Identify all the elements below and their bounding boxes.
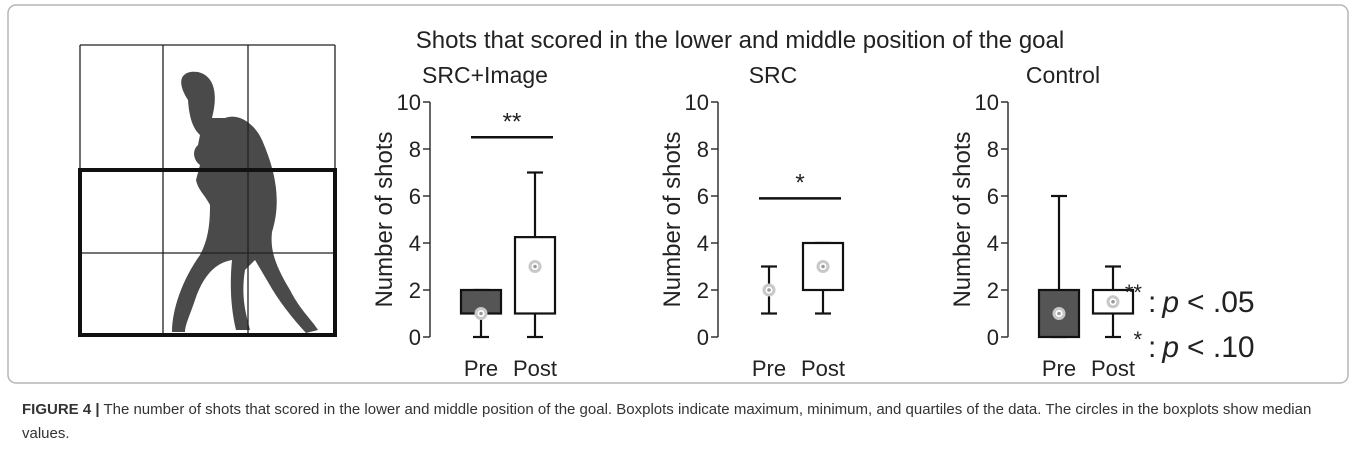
y-tick-label: 6 xyxy=(697,184,709,209)
box xyxy=(513,236,557,315)
y-tick-label: 2 xyxy=(409,278,421,303)
caption-text: The number of shots that scored in the l… xyxy=(22,401,1312,442)
x-tick-label: Post xyxy=(1091,356,1135,381)
median-dot xyxy=(1057,311,1061,316)
y-tick-label: 0 xyxy=(409,325,421,350)
figure-frame xyxy=(7,4,1349,384)
significance-label: ** xyxy=(503,108,522,135)
goal-illustration xyxy=(78,44,337,337)
target-zone xyxy=(78,168,337,337)
y-tick-label: 10 xyxy=(397,90,421,115)
legend-item: *: p < .10 xyxy=(1133,327,1254,364)
y-tick-label: 8 xyxy=(697,137,709,162)
y-tick-label: 0 xyxy=(697,325,709,350)
legend-condition: < .05 xyxy=(1187,286,1255,319)
y-tick-label: 0 xyxy=(987,325,999,350)
legend-separator: : xyxy=(1148,286,1156,319)
y-axis-label: Number of shots xyxy=(949,131,976,307)
median-marker xyxy=(1052,307,1066,320)
median-marker xyxy=(528,260,542,273)
legend-variable: p xyxy=(1161,331,1179,364)
significance-label: * xyxy=(795,169,804,196)
x-tick-label: Post xyxy=(513,356,557,381)
figure: Shots that scored in the lower and middl… xyxy=(7,4,1349,384)
legend-condition: < .10 xyxy=(1187,331,1255,364)
y-tick-label: 8 xyxy=(409,137,421,162)
legend-text: : p < .10 xyxy=(1148,331,1255,364)
y-tick-label: 4 xyxy=(409,231,421,256)
median-dot xyxy=(533,264,537,269)
median-marker xyxy=(474,307,488,320)
median-marker xyxy=(816,260,830,273)
y-tick-label: 6 xyxy=(987,184,999,209)
panel-title: SRC xyxy=(749,62,798,88)
player-silhouette xyxy=(172,71,318,333)
median-dot xyxy=(1111,299,1115,304)
x-tick-label: Pre xyxy=(464,356,498,381)
caption: FIGURE 4 | The number of shots that scor… xyxy=(22,398,1332,446)
legend-separator: : xyxy=(1148,331,1156,364)
x-tick-label: Post xyxy=(801,356,845,381)
x-tick-label: Pre xyxy=(1042,356,1076,381)
median-marker xyxy=(762,283,776,297)
y-tick-label: 2 xyxy=(697,278,709,303)
median-dot xyxy=(821,264,825,269)
legend-item: **: p < .05 xyxy=(1125,280,1255,319)
panel-title: Control xyxy=(1026,62,1100,88)
y-tick-label: 2 xyxy=(987,278,999,303)
y-tick-label: 8 xyxy=(987,137,999,162)
figure-title: Shots that scored in the lower and middl… xyxy=(416,27,1064,54)
y-axis-label: Number of shots xyxy=(659,131,686,307)
legend-symbol: * xyxy=(1133,327,1142,352)
caption-label: FIGURE 4 | xyxy=(22,401,100,418)
median-marker xyxy=(1106,295,1120,309)
median-dot xyxy=(479,311,483,316)
legend-text: : p < .05 xyxy=(1148,286,1255,319)
y-axis-label: Number of shots xyxy=(371,131,398,307)
median-dot xyxy=(767,288,771,292)
legend-symbol: ** xyxy=(1125,280,1143,305)
y-tick-label: 4 xyxy=(987,231,999,256)
legend-variable: p xyxy=(1161,286,1179,319)
x-tick-label: Pre xyxy=(752,356,786,381)
y-tick-label: 6 xyxy=(409,184,421,209)
y-tick-label: 10 xyxy=(975,90,999,115)
y-tick-label: 10 xyxy=(685,90,709,115)
y-tick-label: 4 xyxy=(697,231,709,256)
panel-title: SRC+Image xyxy=(422,62,548,88)
